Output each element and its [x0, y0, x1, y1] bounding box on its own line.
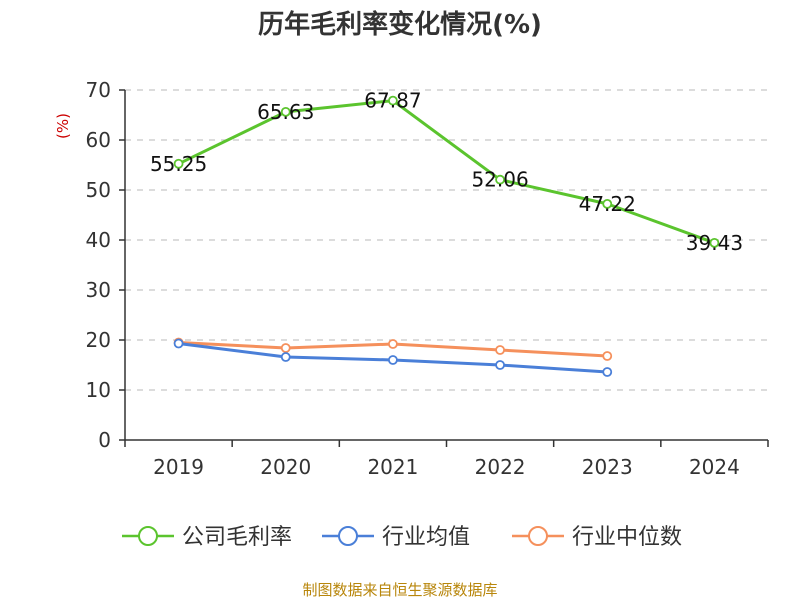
data-point [495, 345, 505, 355]
data-point [280, 106, 291, 117]
data-label: 65.63 [257, 100, 314, 124]
y-tick-label: 50 [86, 178, 111, 202]
data-point [388, 95, 398, 106]
data-point [602, 198, 613, 209]
data-label: 52.06 [471, 168, 528, 192]
legend-label: 行业中位数 [572, 525, 682, 550]
y-tick-label: 70 [86, 78, 111, 102]
legend-label: 行业均值 [382, 525, 470, 550]
legend-marker [138, 526, 158, 546]
data-point [602, 367, 613, 377]
data-label: 55.25 [150, 152, 207, 176]
data-point [602, 351, 613, 361]
y-tick-label: 10 [86, 378, 111, 402]
series-group: 55.25 65.63 67.87 52.06 47.22 39.43 [150, 89, 743, 377]
data-point [173, 338, 184, 349]
x-tick-label: 2019 [153, 455, 204, 479]
x-tick-label: 2022 [475, 455, 526, 479]
data-label: 39.43 [686, 231, 743, 255]
data-point [495, 360, 505, 370]
data-point [388, 355, 398, 365]
y-axis-label: (%) [54, 113, 72, 139]
data-point [495, 174, 505, 185]
legend-marker [338, 526, 358, 546]
series-line [177, 99, 715, 245]
x-tick-label: 2020 [260, 455, 311, 479]
data-point [173, 158, 184, 169]
data-label: 67.87 [364, 89, 421, 113]
x-tick-label: 2021 [367, 455, 418, 479]
legend-label: 公司毛利率 [182, 525, 292, 550]
y-tick-label: 60 [86, 128, 111, 152]
data-point [280, 352, 291, 362]
data-point [388, 339, 398, 349]
legend: 公司毛利率 行业均值 行业中位数 [122, 525, 682, 550]
data-label: 47.22 [579, 192, 636, 216]
y-tick-label: 0 [98, 428, 111, 452]
y-tick-label: 40 [86, 228, 111, 252]
legend-marker [528, 526, 548, 546]
data-point [280, 343, 291, 353]
y-tick-label: 20 [86, 328, 111, 352]
data-point [709, 237, 720, 248]
y-tick-label: 30 [86, 278, 111, 302]
x-tick-label: 2024 [689, 455, 740, 479]
x-tick-label: 2023 [582, 455, 633, 479]
axes: 0 10 20 30 40 50 60 70 2019 2020 2021 2022 2023 2024 [86, 78, 769, 479]
data-source-note: 制图数据来自恒生聚源数据库 [302, 581, 497, 599]
chart-title: 历年毛利率变化情况(%) [258, 9, 542, 40]
